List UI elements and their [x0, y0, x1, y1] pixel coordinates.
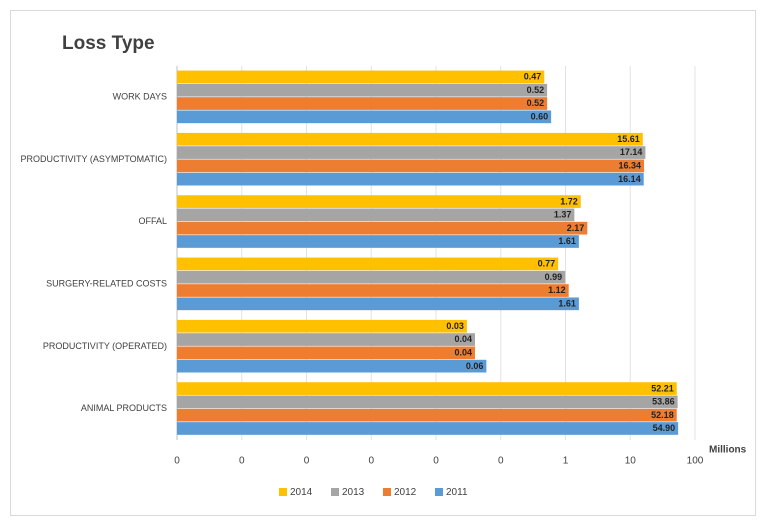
- data-label: 2.17: [567, 223, 585, 233]
- bar: [177, 97, 548, 110]
- data-label: 0.04: [454, 334, 472, 344]
- bar: [177, 83, 548, 97]
- bar: [177, 235, 579, 248]
- data-label: 54.90: [653, 423, 676, 433]
- legend-swatch: [435, 488, 443, 496]
- x-tick-label: 0: [368, 456, 374, 467]
- x-tick-label: 1: [563, 456, 569, 467]
- bar: [177, 346, 475, 360]
- data-label: 1.12: [548, 285, 566, 295]
- data-label: 52.21: [651, 383, 674, 393]
- bar: [177, 221, 588, 235]
- data-label: 1.37: [554, 210, 572, 220]
- bar: [177, 195, 581, 208]
- bar: [177, 408, 677, 422]
- x-tick-label: 0: [498, 456, 504, 467]
- bar: [177, 110, 552, 124]
- y-tick-label: SURGERY-RELATED COSTS: [46, 279, 167, 289]
- data-label: 53.86: [652, 397, 675, 407]
- x-tick-label: 10: [625, 456, 637, 467]
- x-axis-label: Millions: [709, 445, 747, 456]
- bar: [177, 382, 677, 395]
- bar: [177, 208, 575, 222]
- chart-title: Loss Type: [62, 33, 155, 54]
- legend-label: 2011: [446, 487, 468, 498]
- legend-label: 2014: [290, 487, 313, 498]
- bar: [177, 422, 679, 435]
- legend-label: 2012: [394, 487, 417, 498]
- data-label: 1.72: [560, 196, 578, 206]
- x-tick-label: 0: [304, 456, 310, 467]
- legend-swatch: [331, 488, 339, 496]
- legend-swatch: [383, 488, 391, 496]
- data-label: 0.47: [524, 72, 542, 82]
- data-label: 0.06: [466, 361, 484, 371]
- bar: [177, 333, 475, 346]
- data-label: 0.99: [545, 272, 563, 282]
- bar: [177, 257, 559, 271]
- legend-label: 2013: [342, 487, 365, 498]
- data-label: 0.52: [527, 85, 545, 95]
- y-tick-label: PRODUCTIVITY (OPERATED): [43, 341, 167, 351]
- data-label: 17.14: [620, 147, 643, 157]
- data-label: 16.34: [619, 161, 642, 171]
- legend-swatch: [279, 488, 287, 496]
- data-label: 52.18: [651, 410, 674, 420]
- bar: [177, 270, 566, 284]
- bar: [177, 132, 643, 146]
- y-tick-label: PRODUCTIVITY (ASYMPTOMATIC): [20, 154, 167, 164]
- x-tick-label: 0: [239, 456, 245, 467]
- x-tick-label: 0: [174, 456, 180, 467]
- x-tick-label: 100: [687, 456, 704, 467]
- data-label: 1.61: [558, 236, 576, 246]
- data-label: 0.04: [454, 348, 472, 358]
- bar: [177, 70, 545, 84]
- y-tick-label: ANIMAL PRODUCTS: [81, 403, 167, 413]
- y-tick-label: OFFAL: [138, 216, 167, 226]
- bar: [177, 284, 569, 297]
- bar: [177, 395, 678, 409]
- bar: [177, 359, 487, 373]
- data-label: 0.60: [531, 111, 549, 121]
- y-tick-label: WORK DAYS: [113, 92, 167, 102]
- data-label: 0.77: [538, 259, 556, 269]
- data-label: 15.61: [617, 134, 640, 144]
- bar: [177, 319, 467, 333]
- bar: [177, 159, 645, 173]
- bar: [177, 297, 579, 311]
- data-label: 0.03: [446, 321, 464, 331]
- bar: [177, 172, 644, 186]
- bar: [177, 146, 646, 159]
- data-label: 16.14: [618, 174, 641, 184]
- data-label: 1.61: [558, 298, 576, 308]
- data-label: 0.52: [527, 98, 545, 108]
- x-tick-label: 0: [433, 456, 439, 467]
